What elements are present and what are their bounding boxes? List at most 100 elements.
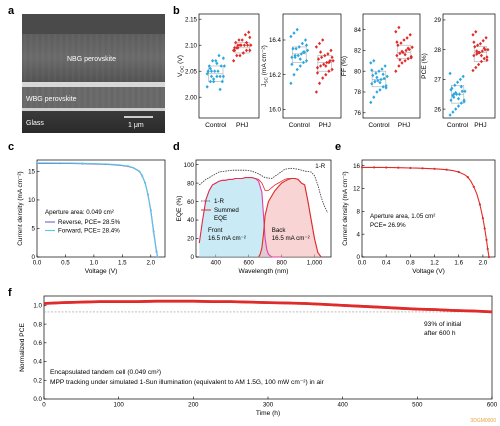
data-point	[449, 98, 453, 103]
data-point	[482, 46, 486, 50]
data-point	[377, 69, 381, 74]
x-tick-label: 1,000	[307, 260, 323, 267]
panel-d-eqe: 0 20 40 60 80 100 400 600 800 1,000 Wavelength (nm…	[176, 159, 332, 275]
data-point	[295, 67, 299, 72]
series-one-minus-r	[199, 167, 329, 213]
data-point	[477, 50, 481, 55]
x-tick-label: 600	[487, 402, 498, 409]
data-point	[238, 43, 242, 47]
data-point	[213, 69, 217, 74]
data-point	[397, 64, 401, 68]
data-point	[370, 68, 374, 73]
data-point	[404, 48, 408, 53]
data-point	[209, 69, 214, 74]
x-tick-label: 1.0	[90, 260, 99, 267]
data-point	[317, 81, 322, 86]
data-point	[294, 46, 298, 51]
data-point	[373, 166, 376, 169]
data-point	[477, 62, 481, 67]
data-point	[324, 72, 328, 77]
sem-top-layer	[22, 14, 165, 34]
data-point	[459, 85, 463, 89]
data-point	[212, 79, 216, 84]
y-tick-label: 0.2	[33, 377, 42, 384]
front-fill	[199, 177, 282, 257]
data-point	[457, 170, 460, 174]
y-axis-label: Normalized PCE	[19, 323, 26, 372]
y-axis-label: VOC (V)	[177, 55, 185, 77]
data-point	[421, 167, 424, 170]
y-tick-label: 20	[187, 236, 194, 243]
data-point	[450, 86, 454, 91]
x-tick-label: 300	[263, 402, 274, 409]
data-point	[298, 64, 302, 68]
data-point	[319, 50, 323, 54]
data-point	[381, 72, 385, 77]
data-point	[233, 46, 237, 50]
data-point	[481, 38, 485, 43]
data-point	[244, 40, 249, 45]
y-tick-label: 76	[354, 110, 361, 117]
data-point	[394, 29, 398, 34]
sem-interconnect	[22, 82, 165, 87]
y-tick-label: 2.05	[185, 68, 198, 75]
data-point	[457, 92, 461, 97]
annotation-back: Back	[272, 227, 287, 234]
data-point	[212, 77, 216, 81]
y-tick-label: 12	[353, 186, 360, 193]
data-point	[220, 79, 224, 84]
y-tick-label: 16.2	[269, 72, 282, 79]
data-point	[241, 51, 245, 55]
data-point	[317, 41, 322, 46]
panel-e-jv-large: 0 4 8 12 16 0.0 0.4 0.8 1.2 1.6 2.0 Voltage (V) Curr…	[342, 159, 496, 275]
data-point	[315, 71, 320, 75]
data-point	[216, 69, 220, 74]
data-point	[248, 48, 252, 53]
panel-b-jsc: 16.0 16.2 16.4 Control PHJ JSC (mA cm⁻²)	[261, 13, 342, 129]
data-point	[218, 74, 222, 79]
data-point	[398, 51, 402, 56]
data-point	[156, 256, 159, 258]
data-point	[483, 47, 487, 52]
data-point	[487, 255, 491, 259]
plot-frame	[362, 13, 421, 119]
data-point	[474, 30, 478, 34]
y-tick-label: 16	[353, 163, 360, 170]
panel-label-d: d	[173, 141, 180, 153]
data-point	[379, 77, 383, 82]
x-tick-label: 100	[114, 402, 125, 409]
data-point	[396, 43, 400, 47]
data-point	[293, 53, 297, 58]
data-point	[403, 52, 407, 57]
legend-label: 1-R	[214, 198, 225, 205]
data-point	[483, 227, 486, 230]
plot-frame	[442, 13, 496, 119]
data-point	[475, 52, 479, 56]
data-point	[325, 60, 329, 65]
y-tick-label: 26	[434, 106, 441, 113]
x-axis-label: Wavelength (nm)	[239, 268, 289, 275]
category-label: PHJ	[319, 122, 331, 129]
data-point	[378, 80, 382, 85]
y-axis-label: Current density (mA cm⁻²)	[342, 171, 349, 245]
data-point	[218, 87, 222, 92]
data-point	[242, 43, 246, 47]
data-point	[240, 38, 244, 42]
y-tick-label: 4	[357, 231, 361, 238]
data-point	[456, 96, 461, 101]
data-point	[232, 59, 236, 63]
data-point	[472, 185, 475, 188]
y-tick-label: 1.0	[33, 303, 42, 310]
watermark: 3DGM0000	[470, 418, 496, 424]
data-point	[479, 53, 483, 58]
data-point	[479, 59, 483, 64]
data-point	[384, 84, 388, 88]
annotation-pce: PCE= 26.9%	[370, 222, 406, 229]
panel-b-voc: 2.00 2.05 2.10 2.15 Control PHJ VOC (V)	[177, 13, 260, 129]
x-tick-label: 1.5	[118, 260, 127, 267]
data-point	[397, 25, 401, 30]
data-point	[385, 166, 388, 169]
x-tick-label: 400	[338, 402, 349, 409]
data-point	[452, 92, 456, 97]
y-tick-label: 8	[357, 209, 361, 216]
